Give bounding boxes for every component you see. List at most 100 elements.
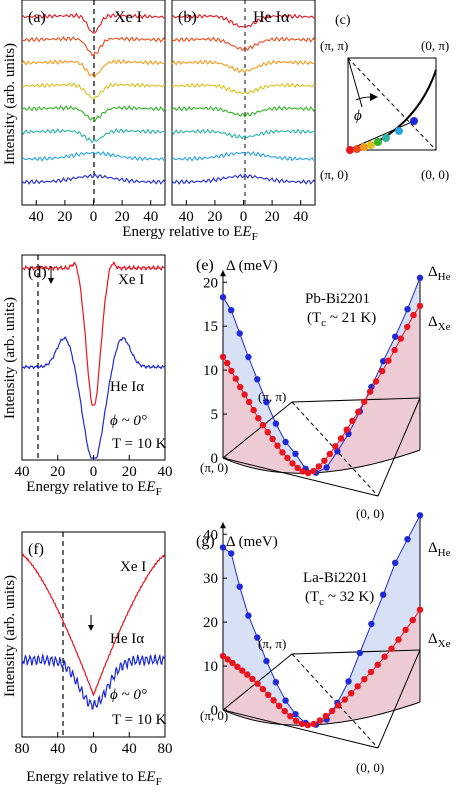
- panel-g-xe-point-9: [259, 685, 267, 693]
- panel-g-he-point-17: [380, 591, 387, 598]
- panel-d-xtick-label: 20: [50, 464, 65, 480]
- panel-g-sample: La-Bi2201: [303, 570, 368, 586]
- panel-g-he-point-14: [345, 678, 352, 685]
- panel-e-xe-point-12: [269, 435, 276, 443]
- panel-c-corner-00: (0, 0): [421, 167, 449, 182]
- panel-e-base-edge-top: [291, 397, 421, 403]
- panel-c-angle-arrow: [370, 93, 378, 101]
- panel-c-diagonal: [347, 57, 437, 151]
- ab-xlabel: Energy relative to EEF: [122, 224, 257, 243]
- panel-e-plot: 0 5 10 15 20: [203, 270, 424, 497]
- panel-e-xe-point-32: [379, 367, 386, 375]
- panel-g-xe-point-30: [388, 645, 395, 652]
- panel-e-base-edge-left: [222, 401, 293, 459]
- panel-e-he-point-13: [334, 448, 341, 455]
- panel-f-xtick-label: 0: [90, 741, 98, 757]
- panel-g-ytick-label: 40: [203, 527, 218, 543]
- panel-b-curve-2: [171, 36, 316, 52]
- panel-g-xe-point-14: [287, 713, 294, 720]
- panel-g-corner-pipi: (π, π): [258, 636, 286, 651]
- panel-a-curve-1: [21, 12, 166, 34]
- panel-g-ytick-label: 30: [203, 571, 218, 587]
- panel-b-curve-8: [171, 173, 316, 185]
- panel-g-xe-point-22: [335, 702, 342, 709]
- panel-f-ticks: 80 40 0 40 80: [15, 732, 173, 757]
- panel-d-arrow-head: [48, 278, 54, 284]
- panel-e-xe-point-31: [372, 378, 380, 385]
- panel-e-he-point-19: [404, 306, 411, 313]
- panel-e-xe-point-14: [279, 449, 286, 456]
- panel-d-xtick-label: 0: [90, 464, 98, 480]
- panel-f-xtick-label: 80: [15, 741, 30, 757]
- panel-c-label: (c): [335, 13, 351, 28]
- panel-e-base-edge-front: [222, 457, 379, 497]
- panel-e-he-point-4: [245, 353, 252, 361]
- panel-d-xe-label: Xe I: [118, 272, 144, 288]
- panel-g-corner-pi0: (π, 0): [200, 708, 228, 723]
- panel-c-point-5: [374, 138, 382, 146]
- panel-c-corner-0pi: (0, π): [421, 38, 449, 53]
- panel-g-axis: Δ (meV): [226, 534, 278, 550]
- panel-g-xe-point-16: [298, 720, 306, 728]
- panel-e-he-point-17: [380, 358, 387, 365]
- panel-g-ytick-label: 10: [203, 659, 218, 675]
- panel-a-title: Xe I: [114, 9, 142, 26]
- panel-g-xe-point-24: [348, 690, 355, 697]
- panel-g-xe-point-15: [292, 717, 300, 724]
- panel-f: (f) Xe I He Iα ϕ ~ 0° T = 10 K 80 40 0 40 80: [15, 531, 173, 757]
- panel-e-ytick-label: 10: [203, 363, 218, 379]
- panel-e-xe-point-1: [219, 353, 227, 361]
- panel-b-curve-5: [171, 105, 316, 118]
- panel-b-title: He Iα: [253, 9, 290, 26]
- panel-f-xtick-label: 40: [50, 741, 65, 757]
- panel-e-xe-point-33: [385, 357, 392, 364]
- panel-a-xtick-label: 40: [29, 209, 44, 225]
- panel-a-xtick-label: 40: [143, 209, 158, 225]
- panel-e-xe-point-16: [289, 460, 296, 467]
- panel-g-xe-point-33: [409, 616, 416, 624]
- panel-d-xtick-label: 40: [15, 464, 30, 480]
- panel-e-xe-point-22: [321, 457, 328, 464]
- panel-c: (c) (π, π) (0, π) (π, 0) (0, 0) ϕ: [320, 13, 449, 182]
- panel-g-he-point-9: [292, 711, 299, 718]
- panel-g-xe-point-26: [361, 676, 368, 683]
- panel-g-he-point-7: [272, 679, 280, 686]
- panel-f-he-curve: [21, 652, 165, 710]
- panel-e-ytick-label: 20: [203, 275, 218, 291]
- panel-e-xe-point-19: [304, 469, 312, 477]
- panel-c-corner-pi0: (π, 0): [320, 167, 348, 182]
- panel-e-he-point-2: [228, 307, 235, 314]
- panel-g-xe-point-13: [281, 707, 288, 715]
- panel-e-he-point-8: [282, 438, 289, 446]
- panel-c-zone: [347, 57, 437, 151]
- panel-g-xe-point-2: [224, 656, 231, 663]
- panel-g-xe-point-4: [234, 663, 241, 670]
- panel-e-xe-point-8: [250, 406, 257, 414]
- panel-d: (d) Xe I He Iα ϕ ~ 0° T = 10 K 40 20 0 20 40: [15, 254, 173, 480]
- panel-e-xe-point-6: [241, 391, 248, 398]
- panel-a-curve-7: [21, 150, 166, 162]
- panel-e-ytick-label: 0: [211, 451, 219, 467]
- panel-e-y-arrow: [220, 270, 226, 277]
- panel-a-xtick-label: 0: [90, 209, 98, 225]
- panel-g-base-edge-top: [291, 649, 421, 655]
- panel-e-xe-fill: [223, 305, 420, 474]
- panel-e-corner-00: (0, 0): [356, 506, 384, 521]
- panel-c-phi: ϕ: [354, 108, 362, 124]
- panel-c-points: [346, 117, 418, 154]
- panel-g-he-point-3: [236, 583, 243, 590]
- panel-f-xtick-label: 80: [158, 741, 173, 757]
- panel-b-frame: [171, 0, 316, 206]
- panel-e-xe-point-18: [299, 468, 306, 475]
- panel-g-he-point-6: [263, 657, 270, 665]
- panel-a-curve-6: [21, 127, 166, 144]
- panel-a-curve-5: [21, 104, 166, 123]
- panel-e-xe-point-34: [391, 346, 398, 354]
- panel-d-temp: T = 10 K: [112, 436, 167, 452]
- panel-g-xe-point-21: [328, 707, 336, 715]
- panel-e-xe-point-9: [255, 415, 262, 422]
- panel-e-xe-point-29: [361, 398, 368, 405]
- panel-b-xtick-label: 0: [240, 209, 248, 225]
- panel-c-point-2: [353, 145, 361, 153]
